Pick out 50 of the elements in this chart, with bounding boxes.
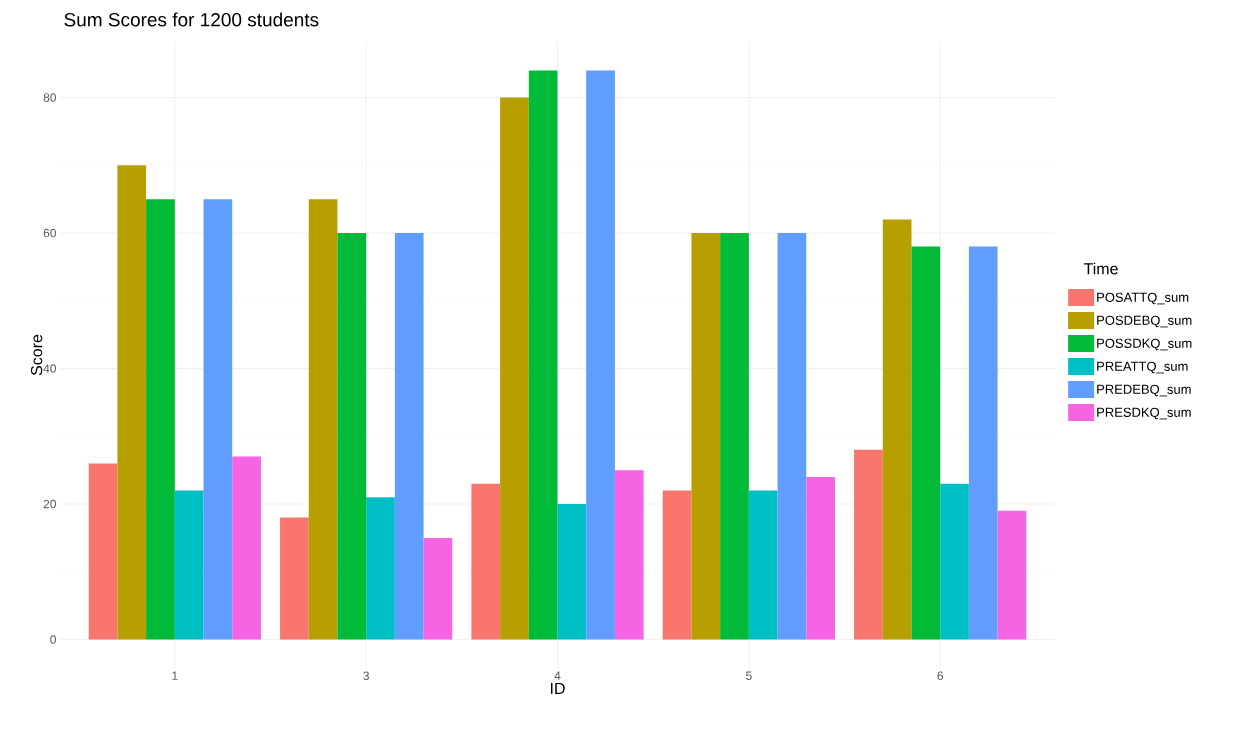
- bar: [423, 537, 453, 640]
- legend-title: Time: [1083, 262, 1118, 275]
- y-tick-label: 80: [43, 93, 57, 102]
- bar: [88, 463, 118, 640]
- legend-label: POSATTQ_sum: [1097, 292, 1189, 305]
- x-tick-label: 1: [172, 671, 178, 680]
- bar: [614, 470, 644, 640]
- y-tick-label: 60: [43, 228, 57, 238]
- bar: [586, 70, 615, 640]
- bar: [691, 233, 721, 640]
- x-axis-title: ID: [550, 682, 565, 694]
- bar: [806, 476, 835, 640]
- bar: [940, 483, 969, 640]
- chart-title: Sum Scores for 1200 students: [64, 12, 319, 27]
- bar: [232, 456, 261, 640]
- legend-label: POSSDKQ_sum: [1097, 338, 1192, 351]
- bar: [308, 199, 338, 640]
- bar: [662, 490, 692, 640]
- bar: [528, 70, 558, 640]
- legend-label: PRESDKQ_sum: [1097, 407, 1191, 420]
- x-tick-label: 5: [746, 671, 752, 680]
- bar: [854, 449, 883, 640]
- x-tick-label: 3: [363, 671, 369, 681]
- y-tick-label: 0: [50, 635, 57, 644]
- bar: [997, 510, 1027, 640]
- bar: [911, 246, 941, 640]
- bar: [280, 517, 309, 640]
- bar: [366, 497, 395, 640]
- bar: [777, 233, 807, 640]
- bar: [203, 199, 233, 640]
- bar: [146, 199, 175, 640]
- x-tick-label: 4: [554, 671, 561, 680]
- bar: [748, 490, 778, 640]
- y-axis-title: Score: [30, 334, 43, 376]
- bar: [882, 219, 912, 640]
- y-tick-label: 40: [43, 364, 57, 373]
- bar: [174, 490, 204, 640]
- bar: [500, 97, 529, 640]
- legend-label: PREATTQ_sum: [1097, 361, 1188, 374]
- legend-label: POSDEBQ_sum: [1097, 315, 1192, 328]
- bar: [394, 233, 424, 640]
- bar: [471, 483, 501, 640]
- bar: [968, 246, 998, 640]
- bar: [117, 165, 147, 640]
- legend-label: PREDEBQ_sum: [1097, 384, 1191, 397]
- bar: [720, 233, 749, 640]
- x-tick-label: 6: [937, 671, 943, 681]
- y-tick-label: 20: [43, 499, 57, 509]
- bar: [337, 233, 367, 640]
- bar: [557, 504, 587, 640]
